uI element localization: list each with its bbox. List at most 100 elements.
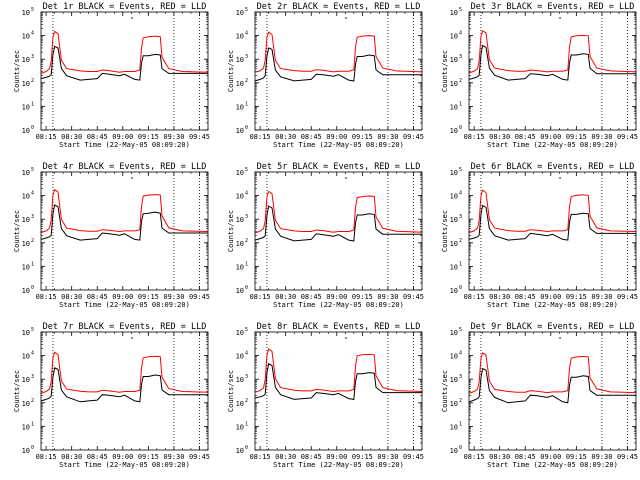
x-axis-label: Start Time (22-May-05 08:09:20) [59, 141, 190, 149]
y-tick-exponent: 5 [459, 7, 462, 13]
plot-frame [40, 331, 209, 451]
corner-mark: ⹂ [558, 12, 561, 20]
y-tick-exponent: 1 [31, 421, 34, 427]
panel-title: Det 9r BLACK = Events, RED = LLD [471, 322, 635, 332]
y-tick-label: 10 [450, 240, 458, 248]
x-tick-label: 08:30 [61, 133, 82, 141]
x-tick-label: 09:00 [326, 293, 347, 301]
x-tick-label: 08:30 [489, 133, 510, 141]
x-tick-label: 08:45 [301, 293, 322, 301]
x-tick-label: 08:30 [275, 453, 296, 461]
chart-panel: Det 9r BLACK = Events, RED = LLD⹂10 010 11… [441, 322, 638, 469]
x-tick-label: 08:30 [61, 293, 82, 301]
x-tick-label: 09:30 [377, 133, 398, 141]
x-tick-label: 09:15 [566, 133, 587, 141]
x-tick-label: 09:45 [403, 293, 424, 301]
corner-mark: ⹂ [130, 172, 133, 180]
x-tick-label: 08:45 [515, 133, 536, 141]
y-tick-label: 10 [236, 240, 244, 248]
y-tick-label: 10 [236, 127, 244, 135]
plot-frame [254, 331, 423, 451]
y-tick-exponent: 0 [245, 285, 248, 291]
y-tick-label: 10 [22, 9, 30, 17]
y-tick-label: 10 [236, 329, 244, 337]
y-tick-exponent: 3 [459, 54, 462, 60]
x-tick-label: 09:45 [403, 453, 424, 461]
plot-frame [40, 171, 209, 291]
y-tick-label: 10 [450, 80, 458, 88]
y-tick-label: 10 [236, 169, 244, 177]
y-tick-exponent: 0 [31, 125, 34, 131]
y-tick-exponent: 5 [245, 327, 248, 333]
x-tick-label: 09:30 [591, 293, 612, 301]
x-axis-label: Start Time (22-May-05 08:09:20) [273, 461, 404, 469]
x-tick-label: 09:45 [617, 293, 638, 301]
y-tick-exponent: 2 [459, 78, 462, 84]
y-tick-label: 10 [450, 127, 458, 135]
x-tick-label: 08:15 [464, 453, 485, 461]
y-axis-label: Counts/sec [13, 210, 21, 252]
x-tick-label: 08:15 [36, 293, 57, 301]
y-tick-label: 10 [450, 287, 458, 295]
y-tick-label: 10 [236, 216, 244, 224]
x-tick-label: 09:30 [591, 133, 612, 141]
y-tick-exponent: 3 [31, 214, 34, 220]
chart-panel: Det 4r BLACK = Events, RED = LLD⹂10 010 11… [13, 162, 210, 309]
x-tick-label: 09:30 [377, 453, 398, 461]
y-tick-exponent: 2 [245, 78, 248, 84]
y-tick-exponent: 5 [245, 167, 248, 173]
x-tick-label: 09:45 [403, 133, 424, 141]
x-tick-label: 09:00 [326, 133, 347, 141]
y-tick-exponent: 2 [31, 398, 34, 404]
events-series-line [40, 367, 208, 403]
corner-mark: ⹂ [558, 332, 561, 340]
y-tick-label: 10 [22, 103, 30, 111]
y-tick-exponent: 3 [245, 54, 248, 60]
corner-mark: ⹂ [344, 332, 347, 340]
chart-panel: Det 8r BLACK = Events, RED = LLD⹂10 010 11… [227, 322, 424, 469]
x-axis-label: Start Time (22-May-05 08:09:20) [487, 461, 618, 469]
panel-title: Det 7r BLACK = Events, RED = LLD [43, 322, 207, 332]
y-tick-exponent: 3 [31, 54, 34, 60]
x-tick-label: 08:30 [489, 293, 510, 301]
x-tick-label: 08:45 [87, 293, 108, 301]
events-series-line [254, 363, 422, 400]
x-tick-label: 08:15 [464, 293, 485, 301]
y-tick-exponent: 1 [459, 101, 462, 107]
x-tick-label: 09:30 [163, 133, 184, 141]
panel-title: Det 3r BLACK = Events, RED = LLD [471, 2, 635, 12]
y-axis-label: Counts/sec [227, 370, 235, 412]
x-axis-label: Start Time (22-May-05 08:09:20) [273, 301, 404, 309]
x-tick-label: 08:45 [515, 293, 536, 301]
events-series-line [40, 45, 208, 81]
y-tick-exponent: 2 [31, 238, 34, 244]
events-series-line [468, 367, 636, 404]
y-tick-exponent: 2 [459, 238, 462, 244]
y-tick-exponent: 2 [245, 398, 248, 404]
x-tick-label: 08:15 [36, 453, 57, 461]
x-tick-label: 09:00 [540, 293, 561, 301]
x-tick-label: 09:15 [566, 293, 587, 301]
y-tick-exponent: 0 [31, 445, 34, 451]
events-series-line [254, 47, 422, 82]
y-tick-label: 10 [450, 447, 458, 455]
panel-title: Det 8r BLACK = Events, RED = LLD [257, 322, 421, 332]
y-tick-exponent: 0 [245, 125, 248, 131]
y-tick-label: 10 [450, 216, 458, 224]
y-tick-label: 10 [236, 80, 244, 88]
y-tick-exponent: 4 [459, 191, 462, 197]
y-tick-label: 10 [236, 447, 244, 455]
corner-mark: ⹂ [344, 172, 347, 180]
y-tick-exponent: 1 [31, 261, 34, 267]
y-tick-exponent: 2 [459, 398, 462, 404]
panel-title: Det 1r BLACK = Events, RED = LLD [43, 2, 207, 12]
lld-series-line [468, 189, 637, 234]
y-tick-exponent: 3 [459, 374, 462, 380]
y-tick-label: 10 [450, 400, 458, 408]
x-tick-label: 09:45 [617, 453, 638, 461]
y-tick-label: 10 [236, 400, 244, 408]
x-tick-label: 08:30 [275, 133, 296, 141]
y-axis-label: Counts/sec [227, 210, 235, 252]
y-tick-label: 10 [22, 423, 30, 431]
